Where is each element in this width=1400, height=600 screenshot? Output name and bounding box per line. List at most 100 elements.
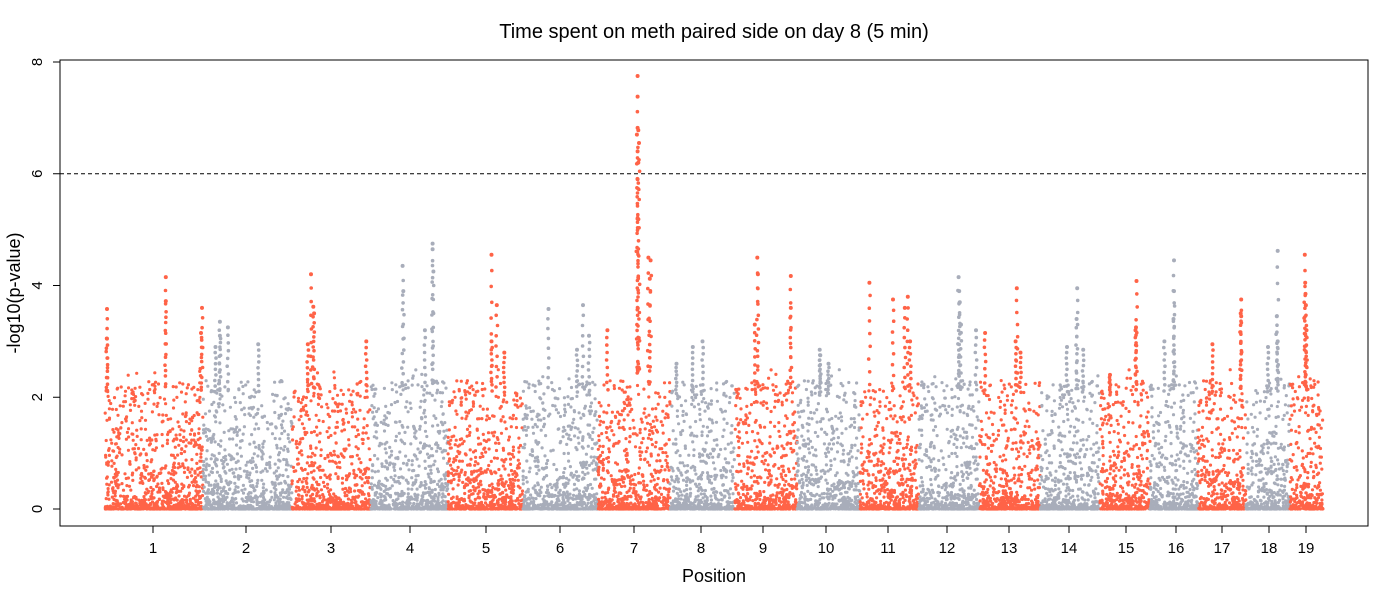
peak-support-point — [430, 381, 435, 386]
peak-support-point — [199, 355, 204, 360]
peak-support-point — [225, 356, 230, 361]
peak-support-point — [905, 339, 910, 344]
peak-support-point — [163, 342, 168, 346]
peak-support-point — [1302, 300, 1306, 305]
peak-support-point — [1013, 364, 1018, 369]
peak-support-point — [494, 364, 499, 369]
peak-support-point — [217, 388, 222, 393]
data-point — [636, 160, 641, 165]
peak-support-point — [909, 364, 913, 369]
peak-support-point — [1172, 348, 1176, 352]
data-point — [1302, 252, 1307, 257]
peak-support-point — [635, 307, 640, 312]
peak-support-point — [546, 336, 551, 341]
peak-support-point — [1074, 325, 1079, 330]
peak-support-point — [1133, 343, 1138, 347]
peak-support-point — [1019, 390, 1023, 395]
peak-support-point — [1163, 352, 1167, 356]
peak-support-point — [818, 367, 822, 372]
peak-support-point — [163, 328, 168, 333]
data-point — [401, 289, 406, 294]
peak-support-point — [1014, 345, 1018, 350]
data-point — [1074, 317, 1079, 321]
chromosome-13-points — [977, 286, 1042, 511]
data-point — [956, 275, 961, 280]
peak-support-point — [1274, 386, 1279, 391]
peak-support-point — [1162, 376, 1167, 381]
peak-support-point — [1239, 332, 1243, 337]
data-point — [690, 345, 695, 349]
x-tick-label: 16 — [1168, 540, 1185, 557]
data-point — [1171, 317, 1176, 321]
peak-support-point — [701, 352, 705, 356]
data-point — [974, 328, 978, 333]
chromosome-8-points — [668, 339, 737, 511]
peak-support-point — [1019, 370, 1023, 375]
peak-support-point — [1075, 352, 1079, 356]
peak-support-point — [1074, 360, 1079, 365]
peak-support-point — [1276, 370, 1281, 375]
peak-support-point — [1019, 375, 1023, 380]
peak-support-point — [983, 359, 988, 364]
peak-support-point — [546, 317, 550, 321]
peak-support-point — [586, 361, 591, 365]
peak-support-point — [905, 328, 910, 333]
peak-support-point — [635, 191, 640, 195]
chromosome-2-points — [201, 319, 294, 511]
peak-support-point — [213, 361, 218, 366]
peak-support-point — [867, 382, 872, 387]
peak-support-point — [648, 319, 652, 324]
data-point — [1303, 303, 1308, 308]
peak-support-point — [1210, 383, 1215, 388]
peak-support-point — [674, 391, 679, 396]
peak-support-point — [637, 317, 641, 321]
peak-support-point — [105, 382, 110, 387]
peak-support-point — [1210, 371, 1215, 376]
data-point — [636, 128, 641, 133]
peak-support-point — [575, 379, 579, 384]
peak-support-point — [1134, 365, 1138, 370]
data-point — [788, 305, 793, 310]
peak-support-point — [690, 361, 695, 366]
peak-support-point — [903, 345, 907, 350]
peak-support-point — [637, 254, 641, 258]
peak-support-point — [423, 335, 428, 340]
x-axis-label: Position — [682, 566, 746, 586]
peak-support-point — [636, 347, 640, 351]
peak-support-point — [1305, 365, 1309, 370]
peak-support-point — [635, 195, 639, 199]
data-point — [400, 263, 405, 268]
peak-support-point — [213, 367, 218, 372]
data-point — [502, 350, 507, 355]
peak-support-point — [755, 317, 759, 322]
peak-support-point — [104, 349, 108, 354]
peak-support-point — [1211, 348, 1215, 352]
peak-support-point — [817, 358, 822, 362]
peak-support-point — [973, 350, 978, 355]
peak-support-point — [1134, 380, 1138, 385]
data-point — [105, 307, 109, 311]
peak-support-point — [1303, 319, 1307, 323]
peak-support-point — [890, 341, 895, 345]
peak-support-point — [636, 181, 641, 185]
peak-support-point — [305, 360, 309, 364]
peak-support-point — [218, 347, 222, 352]
peak-support-point — [1172, 304, 1177, 308]
peak-support-point — [1065, 367, 1069, 372]
chromosome-18-point-cloud — [1244, 377, 1292, 511]
peak-support-point — [256, 371, 261, 376]
chromosome-5-points — [446, 252, 525, 511]
peak-support-point — [365, 376, 369, 381]
peak-support-point — [637, 197, 641, 202]
peak-support-point — [1081, 358, 1086, 363]
y-tick-label: 4 — [29, 281, 46, 289]
peak-support-point — [580, 334, 585, 338]
peak-support-point — [636, 261, 640, 266]
data-point — [674, 361, 679, 366]
peak-support-point — [256, 366, 260, 370]
peak-support-point — [690, 373, 695, 377]
peak-support-point — [959, 339, 964, 343]
peak-support-point — [200, 325, 204, 330]
peak-support-point — [364, 358, 369, 362]
peak-support-point — [605, 365, 610, 370]
